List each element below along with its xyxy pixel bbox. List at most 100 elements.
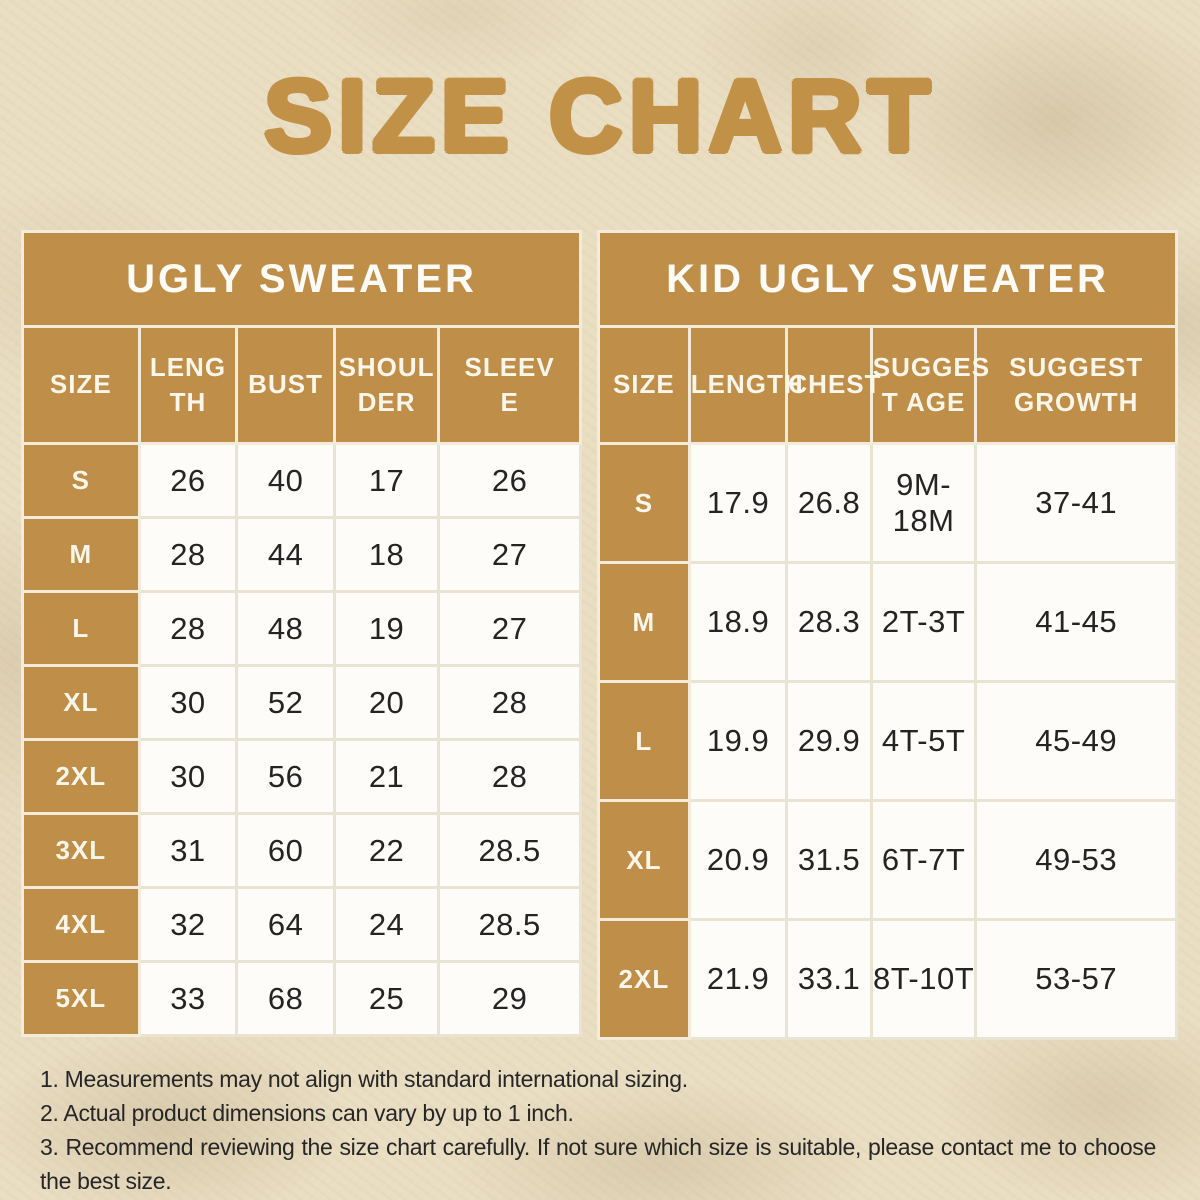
note-line-2: 2. Actual product dimensions can vary by… xyxy=(40,1100,574,1126)
data-cell: 31 xyxy=(137,812,239,889)
data-cell: 29.9 xyxy=(785,680,873,802)
data-cell: 56 xyxy=(235,738,336,815)
table-title: UGLY SWEATER xyxy=(21,230,582,328)
size-cell: S xyxy=(597,442,691,564)
table-body: S 17.9 26.8 9M-18M 37-41 M 18.9 28.3 2T-3T 41-45 L… xyxy=(597,442,1178,1040)
data-cell: 27 xyxy=(437,516,582,593)
size-cell: M xyxy=(21,516,141,593)
table-row: 4XL 32 64 24 28.5 xyxy=(21,886,582,963)
data-cell: 17.9 xyxy=(687,442,789,564)
data-cell: 37-41 xyxy=(974,442,1178,564)
table-title: KID UGLY SWEATER xyxy=(597,230,1178,328)
kid-ugly-sweater-table: KID UGLY SWEATER SIZE LENGTH CHEST SUGGES T… xyxy=(597,230,1178,1040)
data-cell: 19.9 xyxy=(687,680,789,802)
ugly-sweater-table: UGLY SWEATER SIZE LENG TH BUST SHOUL DER SLE… xyxy=(21,230,582,1037)
column-header: SLEEV E xyxy=(437,325,582,445)
data-cell: 60 xyxy=(235,812,336,889)
column-header: CHEST xyxy=(785,325,881,445)
table-row: 2XL 21.9 33.1 8T-10T 53-57 xyxy=(597,918,1178,1040)
data-cell: 53-57 xyxy=(974,918,1178,1040)
data-cell: 18 xyxy=(332,516,441,593)
data-cell: 33 xyxy=(137,960,239,1037)
data-cell: 20 xyxy=(332,664,441,741)
data-cell: 30 xyxy=(137,664,239,741)
data-cell: 28.5 xyxy=(437,886,582,963)
data-cell: 28 xyxy=(137,516,239,593)
data-cell: 6T-7T xyxy=(869,799,978,921)
column-header: SIZE xyxy=(597,325,691,445)
page-title: SIZE CHART xyxy=(264,59,936,173)
data-cell: 49-53 xyxy=(974,799,1178,921)
data-cell: 28.3 xyxy=(785,561,873,683)
table-row: 2XL 30 56 21 28 xyxy=(21,738,582,815)
data-cell: 52 xyxy=(235,664,336,741)
size-cell: 3XL xyxy=(21,812,141,889)
column-header: LENG TH xyxy=(137,325,239,445)
data-cell: 9M-18M xyxy=(869,442,978,564)
note-line-3: 3. Recommend reviewing the size chart ca… xyxy=(40,1134,1156,1194)
table-row: 3XL 31 60 22 28.5 xyxy=(21,812,582,889)
data-cell: 44 xyxy=(235,516,336,593)
data-cell: 27 xyxy=(437,590,582,667)
table-row: L 28 48 19 27 xyxy=(21,590,582,667)
data-cell: 24 xyxy=(332,886,441,963)
column-header: SHOUL DER xyxy=(332,325,441,445)
data-cell: 4T-5T xyxy=(869,680,978,802)
size-cell: XL xyxy=(597,799,691,921)
column-header: SIZE xyxy=(21,325,141,445)
size-cell: 2XL xyxy=(597,918,691,1040)
data-cell: 26 xyxy=(137,442,239,519)
data-cell: 22 xyxy=(332,812,441,889)
table-body: S 26 40 17 26 M 28 44 18 27 L 28 48 19 27 XL 30 52 20 28 2XL… xyxy=(21,442,582,1037)
data-cell: 32 xyxy=(137,886,239,963)
data-cell: 26 xyxy=(437,442,582,519)
table-row: S 17.9 26.8 9M-18M 37-41 xyxy=(597,442,1178,564)
data-cell: 28 xyxy=(137,590,239,667)
size-cell: 4XL xyxy=(21,886,141,963)
data-cell: 20.9 xyxy=(687,799,789,921)
data-cell: 25 xyxy=(332,960,441,1037)
data-cell: 28 xyxy=(437,738,582,815)
note-line-1: 1. Measurements may not align with stand… xyxy=(40,1066,688,1092)
table-row: XL 20.9 31.5 6T-7T 49-53 xyxy=(597,799,1178,921)
data-cell: 30 xyxy=(137,738,239,815)
data-cell: 68 xyxy=(235,960,336,1037)
data-cell: 28.5 xyxy=(437,812,582,889)
table-row: S 26 40 17 26 xyxy=(21,442,582,519)
data-cell: 21.9 xyxy=(687,918,789,1040)
size-cell: XL xyxy=(21,664,141,741)
column-header: LENGTH xyxy=(687,325,803,445)
table-row: L 19.9 29.9 4T-5T 45-49 xyxy=(597,680,1178,802)
table-row: M 28 44 18 27 xyxy=(21,516,582,593)
column-header-row: SIZE LENG TH BUST SHOUL DER SLEEV E xyxy=(21,325,582,445)
column-header: BUST xyxy=(235,325,336,445)
size-cell: M xyxy=(597,561,691,683)
data-cell: 64 xyxy=(235,886,336,963)
size-cell: 5XL xyxy=(21,960,141,1037)
table-row: 5XL 33 68 25 29 xyxy=(21,960,582,1037)
data-cell: 19 xyxy=(332,590,441,667)
column-header: SUGGEST GROWTH xyxy=(974,325,1178,445)
data-cell: 26.8 xyxy=(785,442,873,564)
data-cell: 33.1 xyxy=(785,918,873,1040)
data-cell: 17 xyxy=(332,442,441,519)
data-cell: 8T-10T xyxy=(869,918,978,1040)
data-cell: 40 xyxy=(235,442,336,519)
column-header: SUGGES T AGE xyxy=(869,325,989,445)
size-cell: S xyxy=(21,442,141,519)
data-cell: 31.5 xyxy=(785,799,873,921)
table-title-row: UGLY SWEATER xyxy=(21,230,582,328)
table-title-row: KID UGLY SWEATER xyxy=(597,230,1178,328)
data-cell: 28 xyxy=(437,664,582,741)
data-cell: 45-49 xyxy=(974,680,1178,802)
size-cell: L xyxy=(597,680,691,802)
data-cell: 21 xyxy=(332,738,441,815)
data-cell: 41-45 xyxy=(974,561,1178,683)
data-cell: 48 xyxy=(235,590,336,667)
data-cell: 29 xyxy=(437,960,582,1037)
notes: 1. Measurements may not align with stand… xyxy=(40,1062,1156,1198)
size-cell: 2XL xyxy=(21,738,141,815)
table-row: XL 30 52 20 28 xyxy=(21,664,582,741)
column-header-row: SIZE LENGTH CHEST SUGGES T AGE SUGGEST GROWT… xyxy=(597,325,1178,445)
